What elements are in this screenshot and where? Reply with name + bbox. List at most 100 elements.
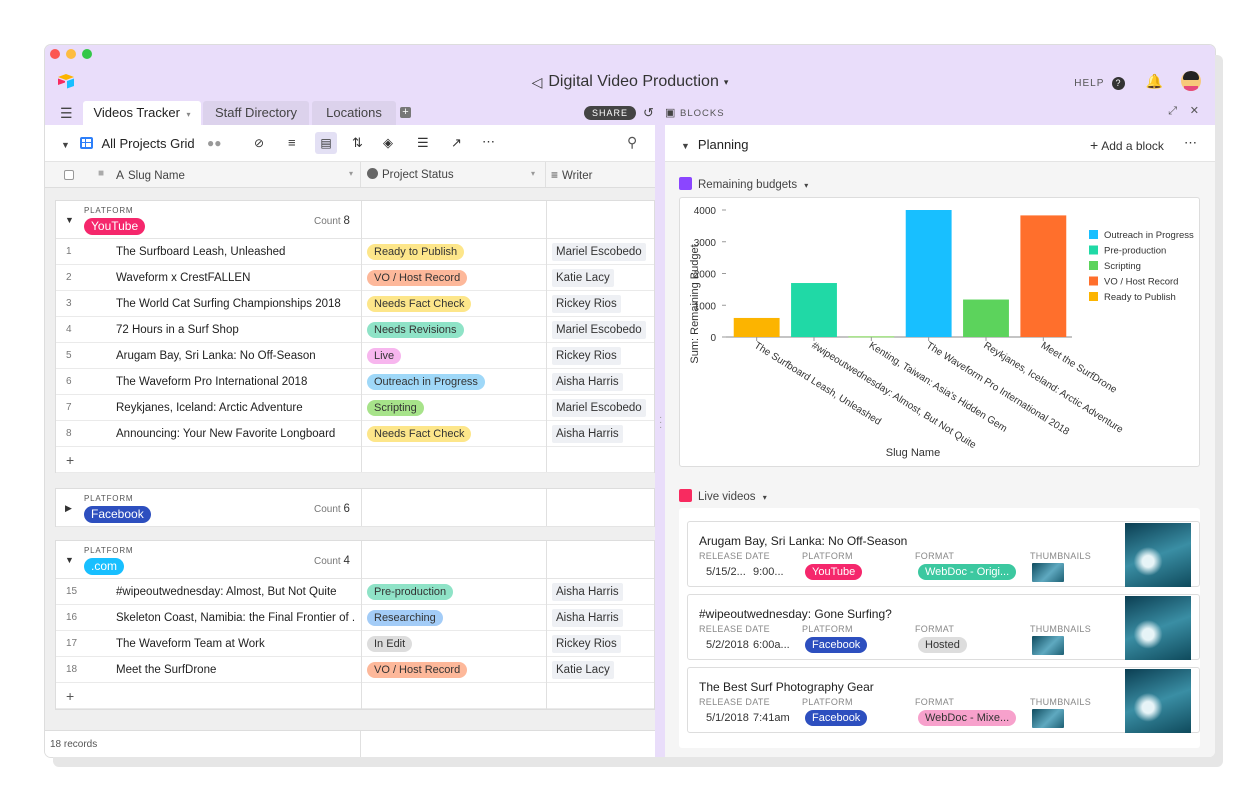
status-cell[interactable]: VO / Host Record — [367, 265, 547, 290]
status-cell[interactable]: Needs Revisions — [367, 317, 547, 342]
slug-cell[interactable]: Waveform x CrestFALLEN — [116, 272, 251, 284]
writer-cell[interactable]: Mariel Escobedo — [552, 317, 656, 342]
close-window-button[interactable] — [50, 49, 60, 59]
writer-cell[interactable]: Aisha Harris — [552, 421, 656, 446]
expand-icon[interactable]: ⤢ — [1168, 105, 1177, 117]
group-icon[interactable]: ▤ — [315, 132, 337, 154]
bar[interactable] — [963, 299, 1009, 337]
slug-cell[interactable]: #wipeoutwednesday: Almost, But Not Quite — [116, 586, 337, 598]
select-all-checkbox[interactable] — [64, 170, 74, 180]
bar[interactable] — [733, 317, 780, 337]
writer-cell[interactable]: Mariel Escobedo — [552, 395, 656, 420]
slug-cell[interactable]: Arugam Bay, Sri Lanka: No Off-Season — [116, 350, 316, 362]
column-header-status[interactable]: Project Status ▾ — [367, 168, 539, 181]
slug-cell[interactable]: 72 Hours in a Surf Shop — [116, 324, 239, 336]
writer-cell[interactable]: Katie Lacy — [552, 657, 656, 682]
record-card[interactable]: The Best Surf Photography Gear RELEASE DA… — [687, 667, 1200, 733]
status-cell[interactable]: VO / Host Record — [367, 657, 547, 682]
table-row[interactable]: 6 The Waveform Pro International 2018 Outr… — [56, 369, 654, 395]
more-options-icon[interactable]: ⋯ — [482, 134, 495, 149]
add-record-row[interactable]: + — [56, 683, 654, 709]
slug-cell[interactable]: The World Cat Surfing Championships 2018 — [116, 298, 341, 310]
thumbnail-image[interactable] — [1032, 636, 1064, 655]
table-row[interactable]: 4 72 Hours in a Surf Shop Needs Revisions M… — [56, 317, 654, 343]
tab-staff-directory[interactable]: Staff Directory — [203, 101, 309, 125]
writer-cell[interactable]: Rickey Rios — [552, 291, 656, 316]
status-cell[interactable]: Needs Fact Check — [367, 291, 547, 316]
writer-cell[interactable]: Mariel Escobedo — [552, 239, 656, 264]
status-cell[interactable]: Outreach in Progress — [367, 369, 547, 394]
table-row[interactable]: 5 Arugam Bay, Sri Lanka: No Off-Season Liv… — [56, 343, 654, 369]
writer-cell[interactable]: Aisha Harris — [552, 579, 656, 604]
add-record-row[interactable]: + — [56, 447, 654, 473]
view-switcher[interactable]: ▼ All Projects Grid — [61, 136, 195, 151]
slug-cell[interactable]: Meet the SurfDrone — [116, 664, 217, 676]
table-row[interactable]: 7 Reykjanes, Iceland: Arctic Adventure Scr… — [56, 395, 654, 421]
menu-icon[interactable]: ☰ — [60, 105, 73, 121]
notifications-bell-icon[interactable]: 🔔 — [1145, 73, 1163, 89]
column-header-slug[interactable]: A Slug Name ▾ — [116, 168, 356, 182]
list-block-header[interactable]: Live videos ▾ — [679, 489, 767, 503]
record-card[interactable]: #wipeoutwednesday: Gone Surfing? RELEASE … — [687, 594, 1200, 660]
panel-resize-handle[interactable]: · · · — [655, 125, 665, 757]
minimize-window-button[interactable] — [66, 49, 76, 59]
slug-cell[interactable]: The Surfboard Leash, Unleashed — [116, 246, 286, 258]
base-title[interactable]: ◁ Digital Video Production ▾ — [45, 73, 1215, 91]
writer-cell[interactable]: Aisha Harris — [552, 369, 656, 394]
writer-cell[interactable]: Aisha Harris — [552, 605, 656, 630]
color-icon[interactable]: ◈ — [383, 135, 393, 150]
history-icon[interactable]: ↺ — [643, 105, 654, 120]
table-row[interactable]: 2 Waveform x CrestFALLEN VO / Host Record K… — [56, 265, 654, 291]
status-cell[interactable]: Scripting — [367, 395, 547, 420]
airtable-logo-icon[interactable] — [56, 73, 76, 89]
status-cell[interactable]: Ready to Publish — [367, 239, 547, 264]
hide-fields-icon[interactable]: ⊘ — [254, 136, 265, 150]
status-cell[interactable]: Live — [367, 343, 547, 368]
slug-cell[interactable]: The Waveform Pro International 2018 — [116, 376, 308, 388]
add-block-button[interactable]: + Add a block — [1090, 137, 1164, 153]
blocks-button[interactable]: ▣ BLOCKS — [665, 106, 725, 119]
slug-cell[interactable]: Reykjanes, Iceland: Arctic Adventure — [116, 402, 303, 414]
share-view-icon[interactable]: ↗ — [451, 135, 462, 150]
table-row[interactable]: 1 The Surfboard Leash, Unleashed Ready to … — [56, 239, 654, 265]
record-card[interactable]: Arugam Bay, Sri Lanka: No Off-Season RELE… — [687, 521, 1200, 587]
collaborators-icon[interactable]: ●● — [207, 136, 222, 150]
sort-icon[interactable]: ⇅ — [352, 135, 363, 150]
table-row[interactable]: 3 The World Cat Surfing Championships 201… — [56, 291, 654, 317]
slug-cell[interactable]: Announcing: Your New Favorite Longboard — [116, 428, 336, 440]
bar[interactable] — [1020, 215, 1067, 337]
slug-cell[interactable]: The Waveform Team at Work — [116, 638, 265, 650]
group-header[interactable]: ▶ PLATFORM Facebook Count 6 — [56, 489, 654, 527]
writer-cell[interactable]: Rickey Rios — [552, 631, 656, 656]
status-cell[interactable]: Pre-production — [367, 579, 547, 604]
column-header-writer[interactable]: ≡ Writer — [551, 168, 592, 182]
table-row[interactable]: 18 Meet the SurfDrone VO / Host Record Kati… — [56, 657, 654, 683]
user-avatar[interactable] — [1181, 71, 1201, 91]
row-height-icon[interactable]: ☰ — [417, 135, 429, 150]
group-header[interactable]: ▼ PLATFORM .com Count 4 — [56, 541, 654, 579]
more-options-icon[interactable]: ⋯ — [1184, 135, 1197, 150]
tab-videos-tracker[interactable]: Videos Tracker ▾ — [83, 101, 201, 125]
writer-cell[interactable]: Katie Lacy — [552, 265, 656, 290]
bar[interactable] — [791, 283, 837, 337]
search-icon[interactable]: ⚲ — [627, 134, 638, 150]
tab-locations[interactable]: Locations — [312, 101, 396, 125]
table-row[interactable]: 15 #wipeoutwednesday: Almost, But Not Qui… — [56, 579, 654, 605]
status-cell[interactable]: Researching — [367, 605, 547, 630]
thumbnail-image[interactable] — [1032, 563, 1064, 582]
share-button[interactable]: SHARE — [584, 106, 637, 120]
writer-cell[interactable]: Rickey Rios — [552, 343, 656, 368]
thumbnail-image[interactable] — [1032, 709, 1064, 728]
dashboard-switcher[interactable]: ▼ Planning — [681, 137, 749, 152]
chevron-down-icon[interactable]: ▼ — [65, 215, 74, 225]
maximize-window-button[interactable] — [82, 49, 92, 59]
add-table-icon[interactable]: + — [400, 107, 411, 118]
close-blocks-icon[interactable]: ✕ — [1189, 105, 1199, 117]
bar[interactable] — [905, 210, 952, 337]
slug-cell[interactable]: Skeleton Coast, Namibia: the Final Front… — [116, 612, 356, 624]
status-cell[interactable]: Needs Fact Check — [367, 421, 547, 446]
help-link[interactable]: HELP ? — [1074, 77, 1125, 90]
filter-icon[interactable]: ≡ — [288, 135, 296, 150]
chevron-right-icon[interactable]: ▶ — [65, 503, 72, 513]
chevron-down-icon[interactable]: ▼ — [65, 555, 74, 565]
